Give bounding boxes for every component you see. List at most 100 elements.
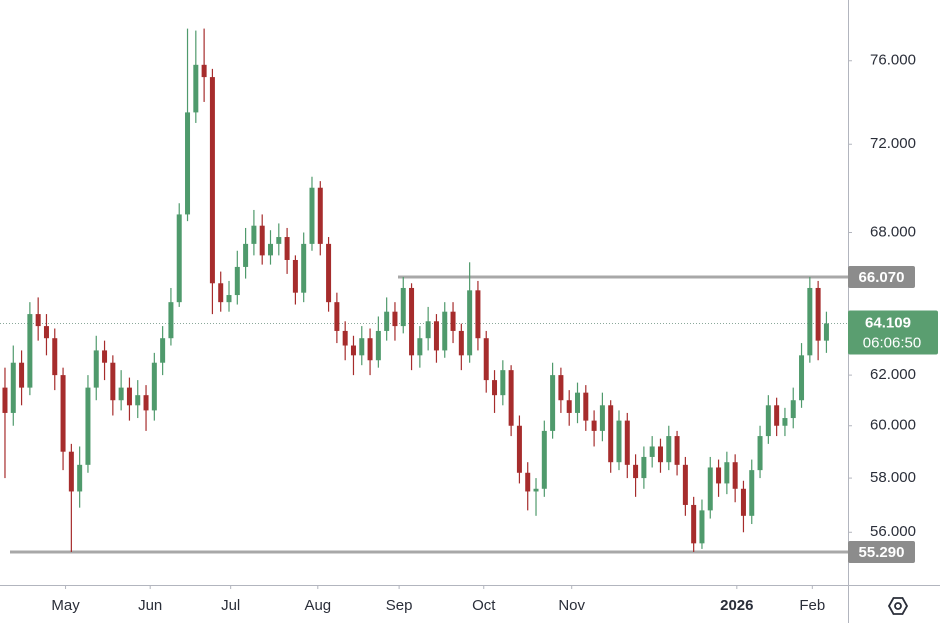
candle-body xyxy=(516,425,522,473)
candle-body xyxy=(126,387,132,406)
candle-body xyxy=(442,311,448,351)
candle-body xyxy=(218,283,224,303)
candle-body xyxy=(782,418,788,426)
settings-icon xyxy=(887,597,909,615)
candle-body xyxy=(417,338,423,356)
candle-body xyxy=(110,362,116,401)
candle-body xyxy=(392,311,398,327)
candle-body xyxy=(774,405,780,426)
candle-body xyxy=(707,467,713,511)
candle-body xyxy=(815,287,821,341)
candle-body xyxy=(68,451,74,492)
plot-area xyxy=(0,28,848,554)
candle-body xyxy=(292,259,298,293)
x-tick-label: Feb xyxy=(799,597,825,614)
candle-body xyxy=(151,362,157,411)
last-price-tag xyxy=(848,310,938,355)
candle-body xyxy=(243,243,249,267)
candle-body xyxy=(500,370,506,396)
candle-body xyxy=(334,302,340,331)
candle-body xyxy=(43,326,49,339)
countdown-label: 06:06:50 xyxy=(863,334,921,351)
x-tick-label: 2026 xyxy=(720,597,753,614)
y-tick-label: 58.000 xyxy=(870,469,916,486)
price-level-label: 66.070 xyxy=(859,269,905,286)
candle-body xyxy=(209,77,215,284)
x-tick-label: Sep xyxy=(386,597,413,614)
candle-body xyxy=(765,405,771,437)
candle-body xyxy=(185,112,191,215)
candle-body xyxy=(276,237,282,244)
candle-body xyxy=(27,314,33,388)
candle-body xyxy=(342,330,348,346)
candle-body xyxy=(624,420,630,465)
candle-body xyxy=(425,321,431,339)
candle-body xyxy=(2,387,8,413)
candle-body xyxy=(575,392,581,413)
candle-body xyxy=(583,392,589,421)
price-level-tag xyxy=(848,265,915,288)
y-tick-label: 68.000 xyxy=(870,223,916,240)
candle-body xyxy=(558,375,564,401)
x-tick-label: May xyxy=(51,597,80,614)
candle-body xyxy=(649,446,655,457)
candle-body xyxy=(350,345,356,356)
price-level-label: 55.290 xyxy=(859,544,905,561)
candle-body xyxy=(790,400,796,419)
y-tick-label: 72.000 xyxy=(870,135,916,152)
candle-body xyxy=(375,330,381,361)
candle-body xyxy=(359,338,365,356)
candle-body xyxy=(641,456,647,479)
candle-body xyxy=(326,243,332,303)
candle-body xyxy=(633,464,639,479)
x-tick-label: Nov xyxy=(558,597,585,614)
settings-button[interactable] xyxy=(887,597,909,615)
x-tick-label: Jun xyxy=(138,597,162,614)
price-level-tag xyxy=(848,540,915,563)
candle-body xyxy=(35,314,41,327)
candle-body xyxy=(508,370,514,426)
candle-body xyxy=(226,295,232,303)
candle-body xyxy=(566,400,572,413)
candle-body xyxy=(102,350,108,363)
candle-body xyxy=(10,362,16,413)
candle-body xyxy=(541,430,547,489)
candle-body xyxy=(823,323,829,341)
x-tick-label: Aug xyxy=(304,597,331,614)
x-tick-label: Jul xyxy=(221,597,240,614)
last-price-label: 64.109 xyxy=(865,314,911,331)
candle-body xyxy=(384,311,390,331)
candle-body xyxy=(135,395,141,406)
candle-body xyxy=(732,462,738,489)
y-tick-label: 60.000 xyxy=(870,417,916,434)
candle-body xyxy=(691,504,697,544)
candle-body xyxy=(176,214,182,303)
candle-body xyxy=(160,338,166,363)
candle-body xyxy=(400,287,406,327)
candle-body xyxy=(666,436,672,463)
candle-body xyxy=(483,338,489,381)
candle-body xyxy=(450,311,456,331)
candle-body xyxy=(93,350,99,388)
candle-body xyxy=(19,362,25,388)
candle-body xyxy=(60,375,66,452)
candle-body xyxy=(201,64,207,78)
candle-body xyxy=(52,338,58,376)
candle-body xyxy=(492,380,498,396)
candle-body xyxy=(550,375,556,431)
candle-body xyxy=(317,187,323,244)
candle-body xyxy=(616,420,622,463)
candle-body xyxy=(657,446,663,463)
candle-body xyxy=(724,462,730,484)
candle-body xyxy=(284,237,290,260)
candle-body xyxy=(118,387,124,401)
candle-body xyxy=(309,187,315,244)
candle-body xyxy=(301,243,307,293)
candle-body xyxy=(85,387,91,465)
candle-body xyxy=(599,405,605,431)
candle-body xyxy=(682,464,688,505)
candle-body xyxy=(367,338,373,361)
candle-body xyxy=(757,436,763,471)
candle-body xyxy=(193,64,199,113)
